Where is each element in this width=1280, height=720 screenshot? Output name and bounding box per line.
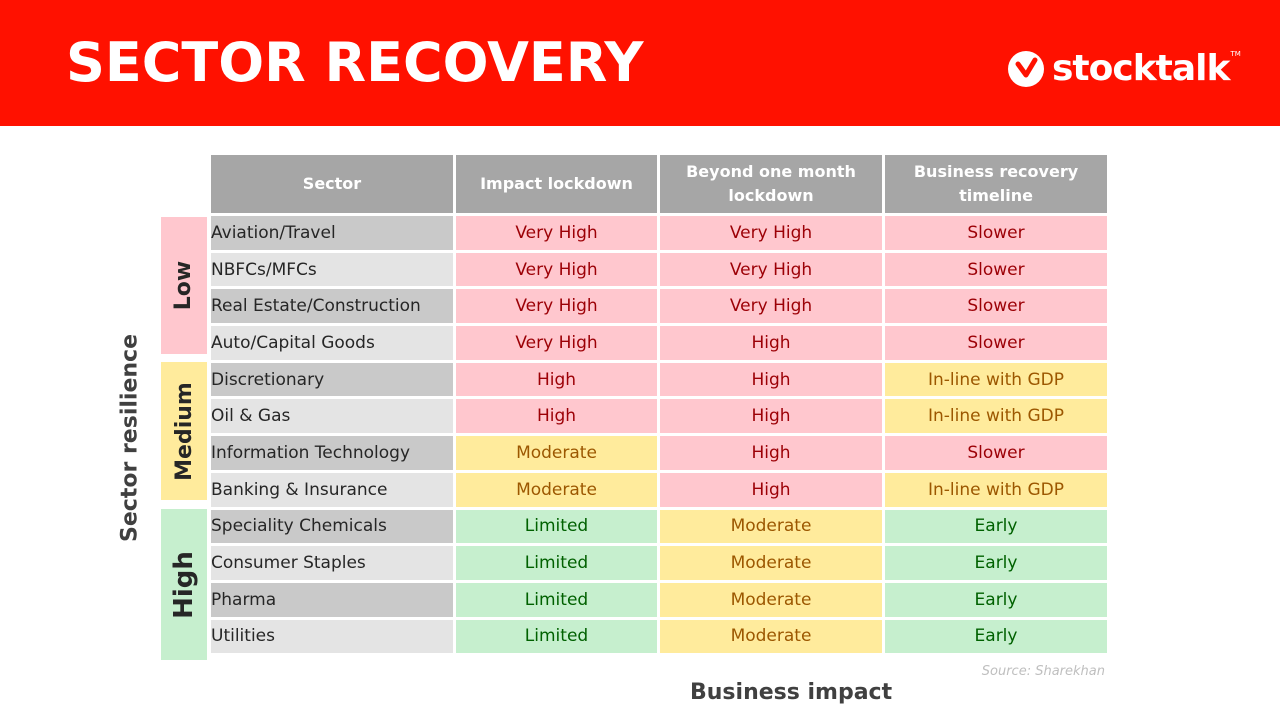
table-row: Information Technology Moderate High Slower [211,436,1107,470]
beyond-cell: Moderate [660,546,882,580]
beyond-cell: Very High [660,216,882,250]
table-header-row: Sector Impact lockdown Beyond one month … [211,155,1107,213]
impact-cell: Limited [456,509,657,544]
sector-name-cell: Aviation/Travel [211,216,453,250]
sector-name-cell: NBFCs/MFCs [211,252,453,287]
impact-cell: Very High [456,216,657,250]
beyond-cell: High [660,399,882,434]
page-title: SECTOR RECOVERY [66,31,644,94]
beyond-cell: High [660,362,882,397]
table-row: Speciality Chemicals Limited Moderate Early [211,509,1107,544]
impact-cell: Moderate [456,472,657,507]
timeline-cell: Slower [885,326,1107,360]
timeline-cell: Slower [885,436,1107,470]
impact-cell: Moderate [456,436,657,470]
table-row: Pharma Limited Moderate Early [211,582,1107,617]
band-label-medium: Medium [171,381,197,481]
stocktalk-logo-icon [1008,51,1044,87]
timeline-cell: Early [885,546,1107,580]
impact-cell: High [456,399,657,434]
impact-cell: Very High [456,289,657,324]
y-axis-label: Sector resilience [117,334,143,542]
resilience-band-high: High [161,509,207,660]
beyond-cell: Moderate [660,619,882,654]
timeline-cell: In-line with GDP [885,472,1107,507]
table-row: Real Estate/Construction Very High Very Hi… [211,289,1107,324]
sector-name-cell: Banking & Insurance [211,472,453,507]
x-axis-label: Business impact [690,680,893,705]
beyond-cell: High [660,436,882,470]
table-row: Banking & Insurance Moderate High In-line w… [211,472,1107,507]
table-body: Aviation/Travel Very High Very High Slower N… [211,216,1107,654]
beyond-cell: Moderate [660,509,882,544]
timeline-cell: In-line with GDP [885,362,1107,397]
beyond-cell: High [660,472,882,507]
band-label-high: High [169,550,200,619]
sector-name-cell: Information Technology [211,436,453,470]
table-row: Consumer Staples Limited Moderate Early [211,546,1107,580]
header-beyond-one-month: Beyond one month lockdown [660,155,882,213]
source-note: Source: Sharekhan [981,664,1105,679]
sector-name-cell: Real Estate/Construction [211,289,453,324]
band-label-low: Low [171,260,197,311]
beyond-cell: High [660,326,882,360]
brand-logo: stocktalk TM [1008,46,1241,92]
timeline-cell: Slower [885,289,1107,324]
impact-cell: High [456,362,657,397]
header-sector: Sector [211,155,453,213]
sector-name-cell: Consumer Staples [211,546,453,580]
table-row: Discretionary High High In-line with GDP [211,362,1107,397]
sector-name-cell: Auto/Capital Goods [211,326,453,360]
impact-cell: Limited [456,619,657,654]
timeline-cell: In-line with GDP [885,399,1107,434]
table-row: NBFCs/MFCs Very High Very High Slower [211,252,1107,287]
sector-name-cell: Discretionary [211,362,453,397]
brand-name: stocktalk [1052,48,1230,89]
table-row: Auto/Capital Goods Very High High Slower [211,326,1107,360]
resilience-band-medium: Medium [161,362,207,500]
impact-cell: Limited [456,582,657,617]
resilience-band-low: Low [161,217,207,354]
table-row: Utilities Limited Moderate Early [211,619,1107,654]
beyond-cell: Moderate [660,582,882,617]
timeline-cell: Slower [885,252,1107,287]
beyond-cell: Very High [660,289,882,324]
brand-trademark: TM [1230,50,1241,58]
header-bar: SECTOR RECOVERY stocktalk TM [0,0,1280,126]
sector-name-cell: Pharma [211,582,453,617]
sector-name-cell: Oil & Gas [211,399,453,434]
impact-cell: Very High [456,326,657,360]
sector-name-cell: Utilities [211,619,453,654]
timeline-cell: Early [885,582,1107,617]
table-row: Oil & Gas High High In-line with GDP [211,399,1107,434]
table-row: Aviation/Travel Very High Very High Slower [211,216,1107,250]
header-impact-lockdown: Impact lockdown [456,155,657,213]
beyond-cell: Very High [660,252,882,287]
impact-cell: Limited [456,546,657,580]
header-recovery-timeline: Business recovery timeline [885,155,1107,213]
impact-cell: Very High [456,252,657,287]
sector-name-cell: Speciality Chemicals [211,509,453,544]
timeline-cell: Early [885,619,1107,654]
timeline-cell: Slower [885,216,1107,250]
sector-table: Sector Impact lockdown Beyond one month … [208,152,1110,656]
timeline-cell: Early [885,509,1107,544]
